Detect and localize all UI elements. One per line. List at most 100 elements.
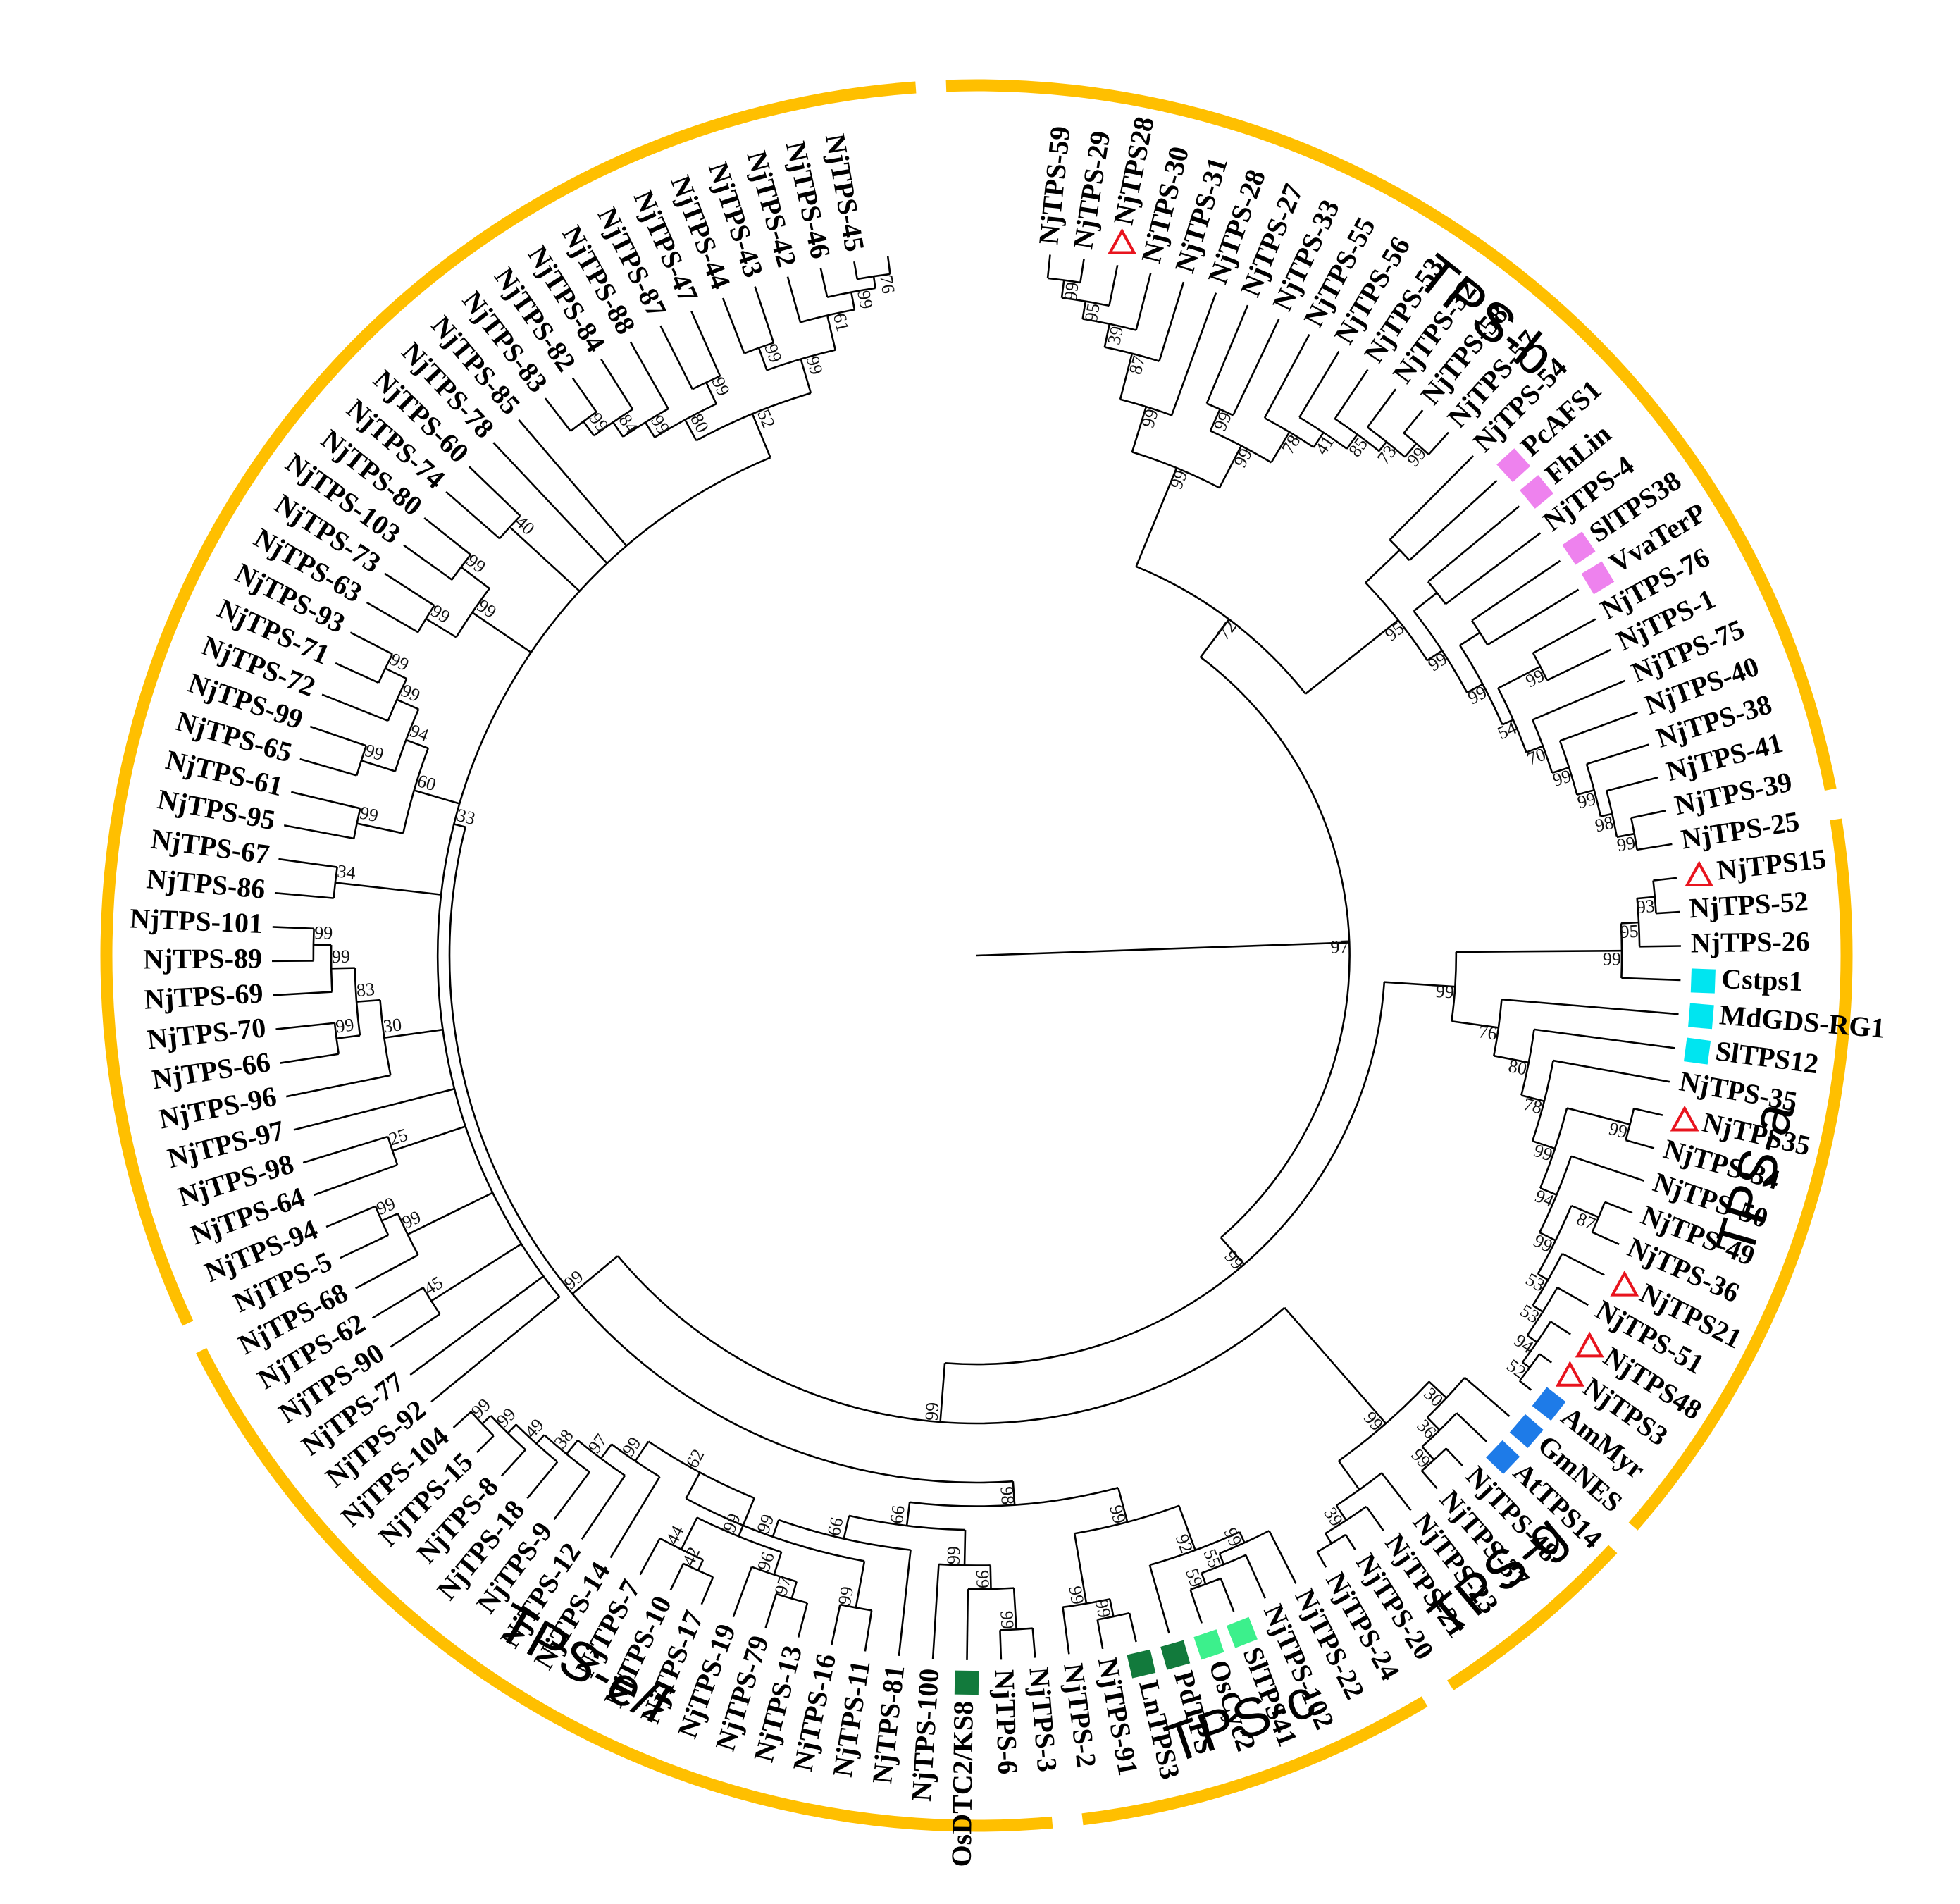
internal-branch [1117,1487,1129,1523]
node-arc [1000,1627,1033,1631]
leaf-branch [335,662,379,684]
leaf-branch [629,341,669,409]
internal-branch [1497,665,1541,689]
node-arc [374,1206,390,1236]
internal-branch [392,1125,466,1152]
internal-branch [905,1502,911,1526]
leaf-branch [1534,1028,1675,1049]
internal-branch [1413,592,1438,612]
leaf-branch [390,1313,441,1348]
bootstrap-value: 99 [1403,443,1430,471]
leaf-item: NjTPS-101 [129,902,263,939]
leaf-branch [1586,743,1649,765]
tree-branches [272,254,1681,1660]
leaf-branch [786,276,802,323]
leaf-branch [1268,1530,1297,1584]
internal-branch [1537,1273,1549,1281]
triangle-marker-icon [1555,1361,1584,1387]
internal-branch [1526,1335,1538,1343]
leaf-branch [291,791,361,810]
leaf-branch [1427,431,1449,455]
internal-branch [1577,789,1595,796]
internal-branch [1270,431,1291,464]
internal-branch [1566,1107,1630,1125]
leaf-branch [1561,1252,1605,1276]
bootstrap-value: 99 [1065,1584,1088,1605]
internal-branch [1365,549,1401,583]
internal-branch [425,617,457,638]
internal-branch [1305,619,1399,695]
leaf-branch [1365,1506,1384,1531]
internal-branch [1539,1187,1557,1196]
bootstrap-value: 95 [1620,921,1639,942]
leaf-label: NjTPS-3 [1023,1666,1063,1773]
leaf-branch [764,1593,777,1628]
internal-branch [600,1443,613,1459]
internal-branch [1284,1306,1387,1424]
bootstrap-value: 97 [771,1574,795,1597]
internal-branch [1466,683,1484,693]
leaf-branch [423,517,471,556]
bootstrap-value: 99 [647,412,674,438]
internal-branch [684,419,697,441]
bootstrap-value: 99 [1435,981,1455,1003]
clade-arc-tps-g [1446,1545,1618,1690]
bootstrap-value: 99 [1060,280,1083,302]
leaf-branch [1631,810,1666,819]
internal-branch [1456,949,1622,953]
leaf-branch [409,1275,545,1376]
leaf-branch [314,1163,398,1197]
leaf-branch [492,442,608,564]
node-arc [1591,1201,1606,1233]
clade-arc-tps-c [1081,1696,1428,1826]
node-arc [1334,418,1380,452]
leaf-branch [302,1135,389,1164]
internal-branch [1338,1460,1360,1490]
internal-branch [453,823,466,828]
leaf-branch [1420,1470,1438,1490]
leaf-branch [1148,1564,1170,1634]
internal-branch [1539,1231,1556,1242]
internal-branch [644,421,656,438]
leaf-branch [1518,1380,1532,1391]
internal-branch [1428,1380,1447,1399]
internal-branch [1525,745,1544,753]
bootstrap-value: 93 [1636,896,1656,917]
bootstrap-value: 53 [1517,1300,1543,1327]
leaf-branch [273,991,333,996]
triangle-marker-icon [1610,1270,1639,1297]
leaf-branch [1403,409,1424,434]
internal-branch [1103,323,1111,347]
bootstrap-value: 99 [467,1395,495,1422]
bootstrap-value: 54 [1494,717,1519,743]
internal-branch [1218,1553,1225,1565]
internal-branch [1494,1055,1530,1064]
internal-branch [1081,301,1087,319]
internal-branch [1378,441,1387,452]
bootstrap-value: 99 [1522,665,1548,692]
node-arc [967,1587,1015,1590]
leaf-branch [468,466,521,517]
bootstrap-value: 70 [1524,744,1548,769]
leaf-label: Cstps1 [1721,963,1804,997]
node-arc [751,1566,798,1583]
internal-branch [1620,921,1639,925]
triangle-marker-icon [1575,1331,1604,1358]
leaf-branch [553,1471,590,1521]
node-arc [387,678,408,722]
internal-branch [430,1243,522,1302]
internal-branch [612,421,624,438]
leaf-branch [1427,505,1520,583]
bootstrap-value: 95 [1081,302,1104,323]
bootstrap-value: 53 [1522,1269,1549,1296]
leaf-branch [518,419,628,547]
leaf-branch [526,1461,559,1500]
bootstrap-value: 36 [1413,1415,1440,1442]
node-arc [422,1287,441,1315]
leaf-label: NjTPS-6 [988,1669,1024,1774]
leaf-branch [1445,1447,1463,1466]
leaf-branch [1367,388,1397,428]
leaf-branch [639,1538,661,1576]
bootstrap-value: 66 [824,1516,848,1538]
leaf-branch [371,1287,424,1319]
